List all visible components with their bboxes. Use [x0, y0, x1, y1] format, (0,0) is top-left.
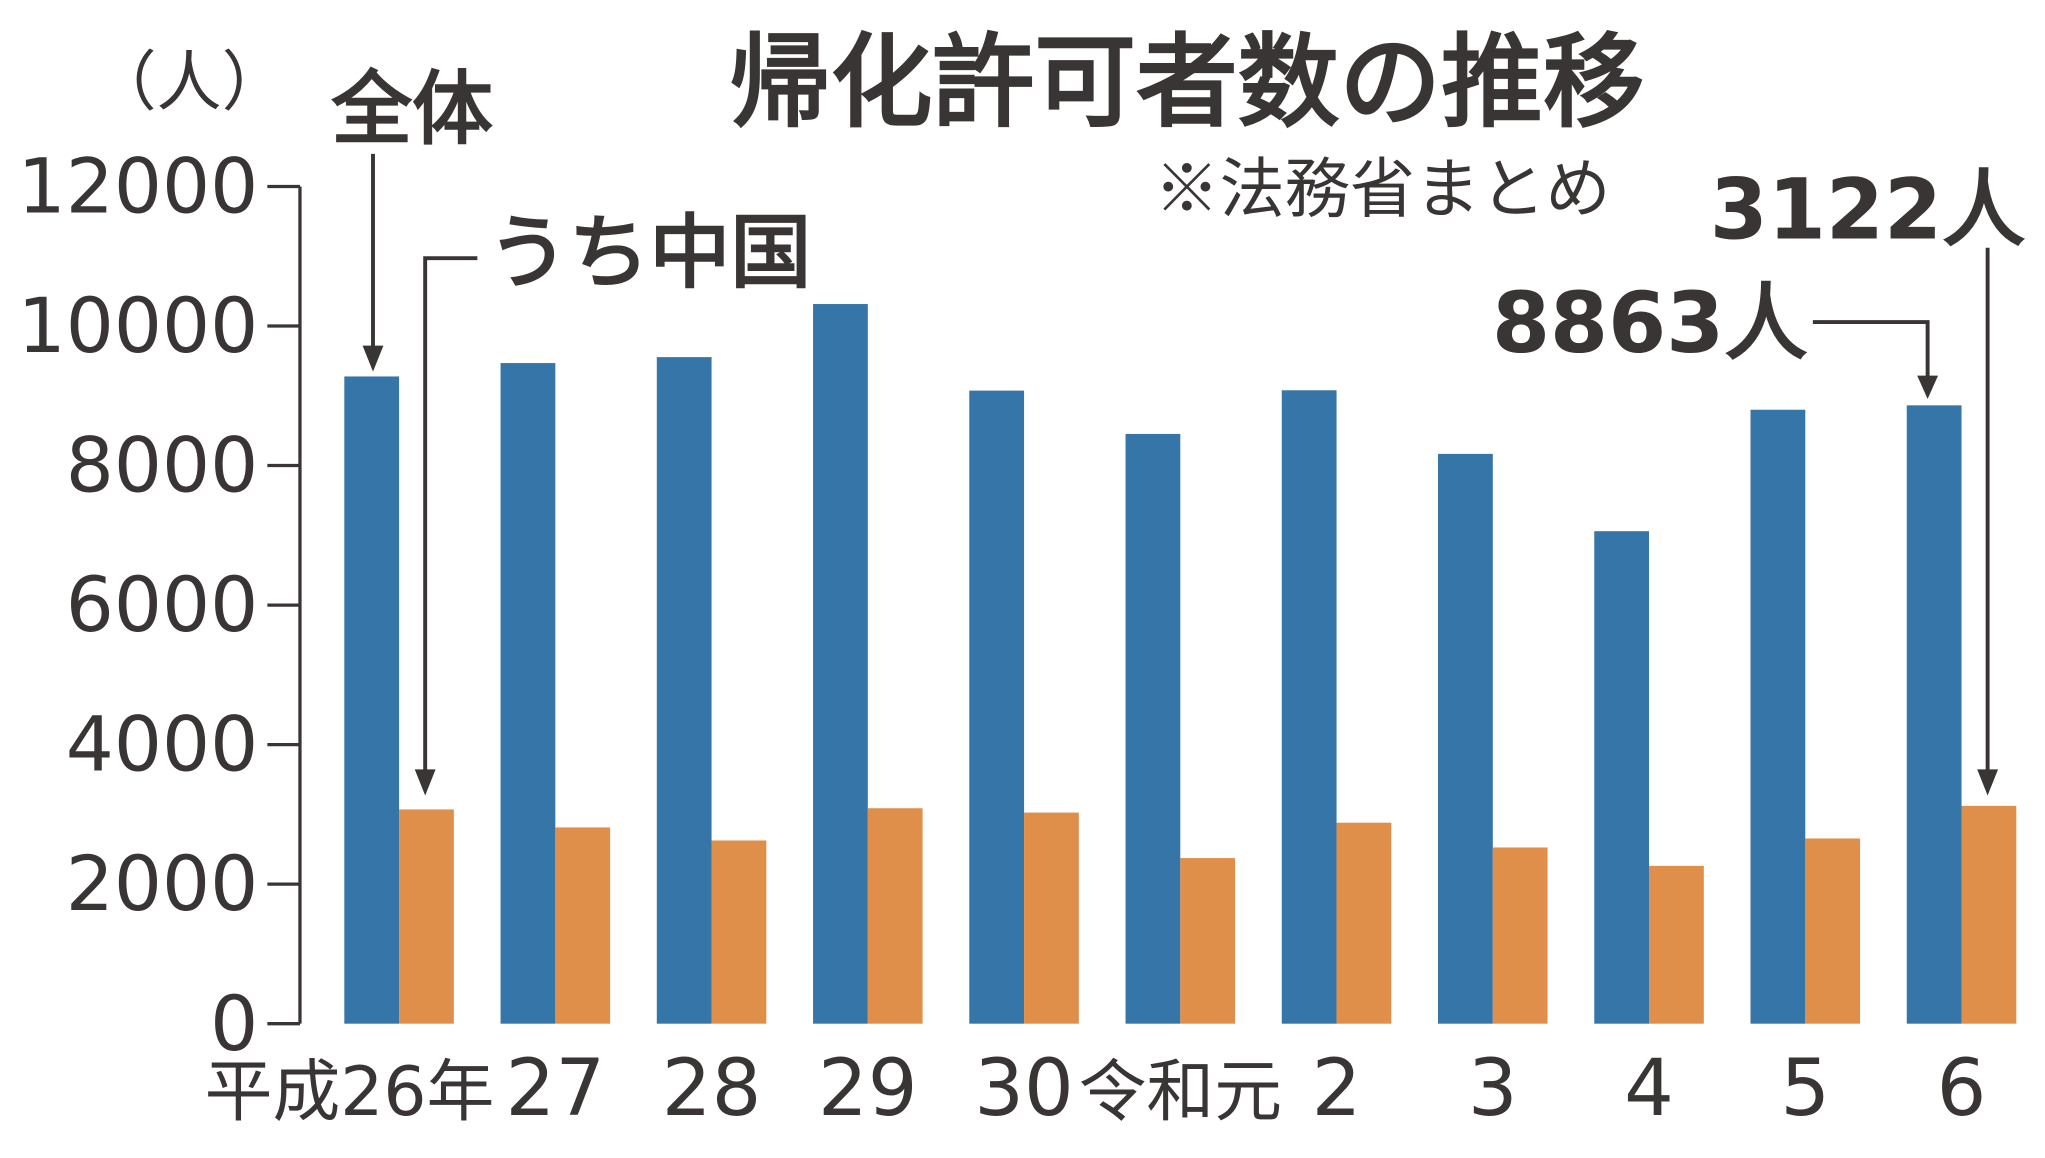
- x-tick-label: 令和元: [1079, 1052, 1282, 1131]
- y-axis-unit: （人）: [91, 44, 287, 120]
- annotation-china-latest: 3122人: [1710, 162, 2026, 259]
- arrow-china: [423, 256, 478, 783]
- bars: [344, 304, 2017, 1024]
- series-label-china: うち中国: [488, 206, 811, 300]
- x-tick-label: 30: [974, 1043, 1074, 1134]
- y-tick-label: 2000: [66, 840, 258, 928]
- chart-title: 帰化許可者数の推移: [729, 23, 1645, 141]
- bar-total: [1438, 453, 1493, 1024]
- x-tick-label: 6: [1937, 1043, 1987, 1134]
- bar-china: [711, 840, 767, 1024]
- bar-china: [1024, 812, 1079, 1024]
- bar-china: [1961, 805, 2017, 1024]
- bar-total: [969, 390, 1025, 1024]
- x-tick-label: 4: [1624, 1043, 1674, 1134]
- bar-total: [1750, 409, 1806, 1024]
- bar-china: [1492, 847, 1548, 1024]
- y-tick-label: 12000: [18, 143, 259, 231]
- x-tick-label: 2: [1312, 1043, 1362, 1134]
- y-tick-label: 10000: [18, 282, 259, 370]
- bar-china: [1336, 822, 1392, 1024]
- bar-china: [555, 827, 611, 1024]
- y-tick-label: 8000: [66, 422, 258, 510]
- arrow-total-latest: [1812, 320, 1930, 386]
- bar-china: [867, 808, 923, 1024]
- y-tick-label: 4000: [66, 701, 258, 789]
- arrow-head-china-latest: [1977, 769, 1999, 796]
- bar-total: [1281, 390, 1337, 1024]
- y-tick-label: 6000: [66, 561, 258, 649]
- x-tick-label: 3: [1468, 1043, 1518, 1134]
- bar-total: [656, 357, 712, 1024]
- x-tick-label: 5: [1780, 1043, 1830, 1134]
- arrow-head-total-latest: [1917, 375, 1939, 400]
- x-tick-label: 28: [662, 1043, 762, 1134]
- y-axis: 0 2000 4000 6000 8000 10000 12000: [18, 143, 302, 1068]
- bar-total: [1125, 433, 1181, 1024]
- y-tick-label: 0: [210, 980, 258, 1068]
- series-label-total: 全体: [330, 63, 493, 157]
- bar-total: [344, 376, 400, 1024]
- x-axis-labels: 平成26年 27 28 29 30 令和元 2 3 4 5 6: [205, 1043, 1987, 1134]
- bar-total: [1906, 405, 1962, 1024]
- annotation-total-latest: 8863人: [1492, 275, 1808, 372]
- arrow-head-total: [362, 345, 384, 372]
- bar-china: [399, 809, 454, 1024]
- bar-china: [1805, 838, 1861, 1024]
- bar-total: [1594, 531, 1650, 1024]
- bar-total: [500, 363, 556, 1024]
- arrow-head-china: [414, 769, 436, 796]
- x-tick-label: 27: [506, 1043, 606, 1134]
- x-tick-label: 29: [818, 1043, 918, 1134]
- bar-china: [1649, 865, 1704, 1024]
- source-note: ※法務省まとめ: [1154, 151, 1610, 227]
- bar-china: [1180, 858, 1236, 1024]
- x-tick-label: 平成26年: [205, 1052, 495, 1131]
- bar-total: [813, 304, 868, 1024]
